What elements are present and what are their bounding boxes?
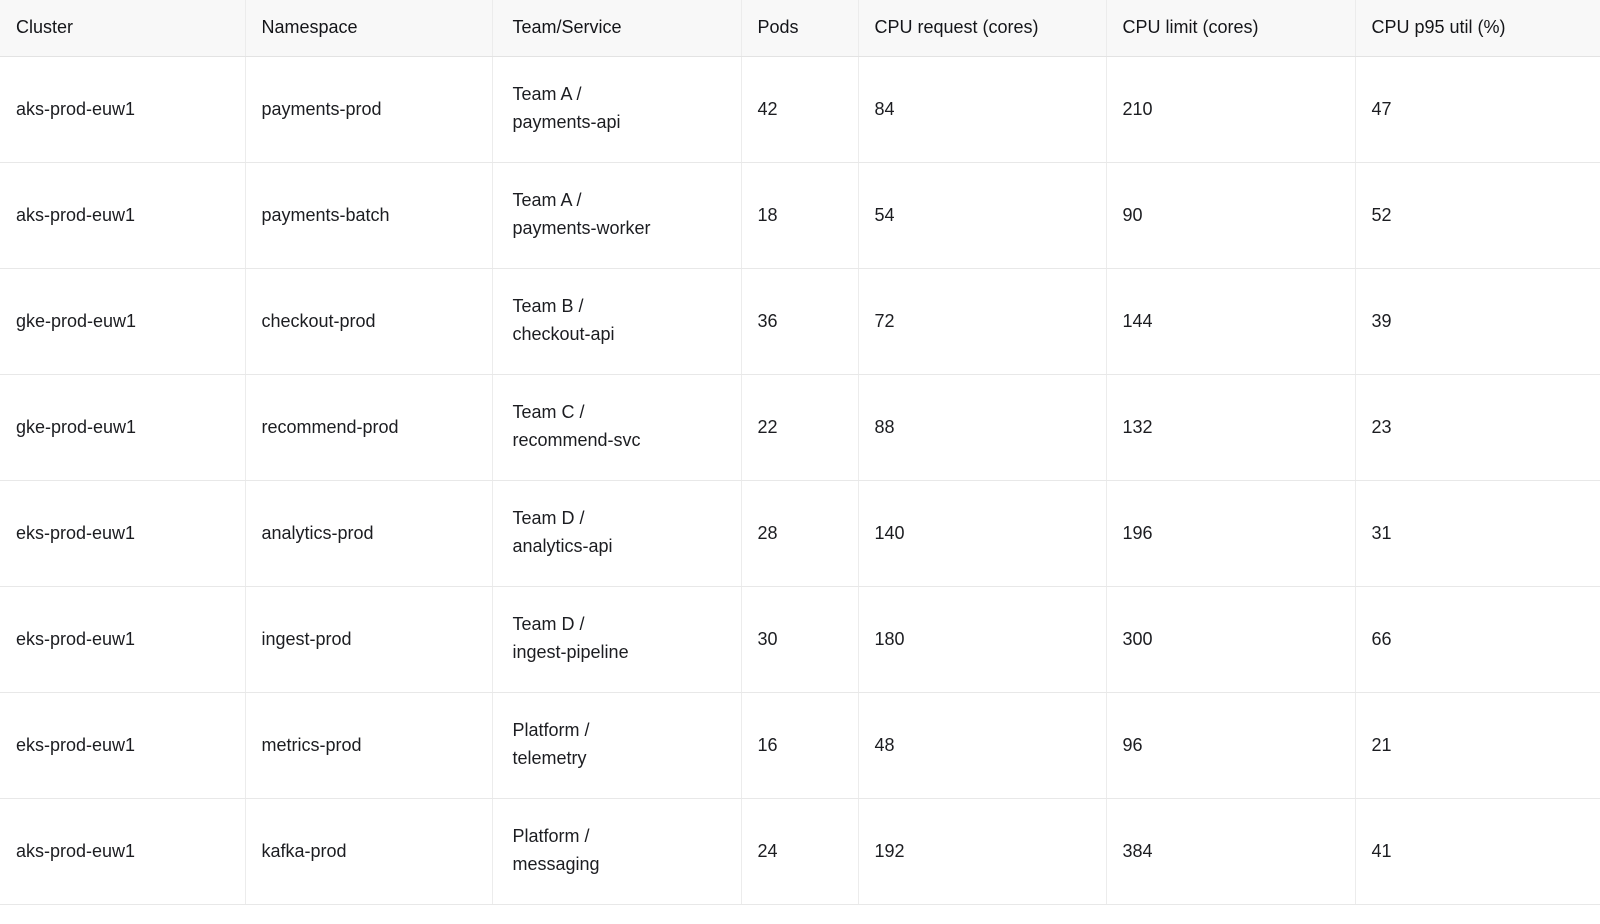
table-row: gke-prod-euw1 checkout-prod Team B / che… <box>0 268 1600 375</box>
cell-cpu-p95-util: 66 <box>1355 586 1600 693</box>
column-header-cluster: Cluster <box>0 0 246 57</box>
cell-team-service: Team C / recommend-svc <box>492 374 742 481</box>
cell-cpu-request: 84 <box>858 56 1107 163</box>
cell-pods: 42 <box>741 56 859 163</box>
cell-cluster: gke-prod-euw1 <box>0 374 246 481</box>
cell-cpu-limit: 90 <box>1106 162 1356 269</box>
table-row: eks-prod-euw1 metrics-prod Platform / te… <box>0 692 1600 799</box>
cell-cpu-p95-util: 23 <box>1355 374 1600 481</box>
cell-cpu-limit: 132 <box>1106 374 1356 481</box>
cell-cpu-p95-util: 39 <box>1355 268 1600 375</box>
cell-cluster: eks-prod-euw1 <box>0 480 246 587</box>
cell-cpu-limit: 144 <box>1106 268 1356 375</box>
table-row: gke-prod-euw1 recommend-prod Team C / re… <box>0 374 1600 481</box>
cell-team-service: Platform / messaging <box>492 798 742 905</box>
cell-team-service: Team B / checkout-api <box>492 268 742 375</box>
cell-cpu-limit: 196 <box>1106 480 1356 587</box>
cell-cpu-p95-util: 41 <box>1355 798 1600 905</box>
cluster-workload-table: Cluster Namespace Team/Service Pods CPU … <box>0 0 1600 905</box>
cell-cluster: aks-prod-euw1 <box>0 162 246 269</box>
cell-team-service: Team D / analytics-api <box>492 480 742 587</box>
table-row: aks-prod-euw1 payments-prod Team A / pay… <box>0 56 1600 163</box>
column-header-cpu-p95-util: CPU p95 util (%) <box>1355 0 1600 57</box>
cell-cpu-limit: 300 <box>1106 586 1356 693</box>
cell-namespace: ingest-prod <box>245 586 493 693</box>
cell-pods: 18 <box>741 162 859 269</box>
cell-cpu-limit: 96 <box>1106 692 1356 799</box>
cell-team-service: Team A / payments-api <box>492 56 742 163</box>
column-header-cpu-request: CPU request (cores) <box>858 0 1107 57</box>
table-row: aks-prod-euw1 kafka-prod Platform / mess… <box>0 798 1600 905</box>
cell-cpu-limit: 384 <box>1106 798 1356 905</box>
cell-cpu-request: 180 <box>858 586 1107 693</box>
cell-cluster: eks-prod-euw1 <box>0 586 246 693</box>
cell-cpu-request: 88 <box>858 374 1107 481</box>
cell-namespace: payments-prod <box>245 56 493 163</box>
table-row: eks-prod-euw1 ingest-prod Team D / inges… <box>0 586 1600 693</box>
cell-cpu-request: 48 <box>858 692 1107 799</box>
table-row: eks-prod-euw1 analytics-prod Team D / an… <box>0 480 1600 587</box>
cell-namespace: checkout-prod <box>245 268 493 375</box>
cell-namespace: analytics-prod <box>245 480 493 587</box>
cell-cluster: eks-prod-euw1 <box>0 692 246 799</box>
cell-pods: 30 <box>741 586 859 693</box>
cell-namespace: payments-batch <box>245 162 493 269</box>
cell-cpu-p95-util: 47 <box>1355 56 1600 163</box>
cell-cluster: aks-prod-euw1 <box>0 798 246 905</box>
cell-cpu-p95-util: 31 <box>1355 480 1600 587</box>
cell-cpu-request: 54 <box>858 162 1107 269</box>
header-row: Cluster Namespace Team/Service Pods CPU … <box>0 0 1600 57</box>
cell-cpu-limit: 210 <box>1106 56 1356 163</box>
cell-pods: 28 <box>741 480 859 587</box>
cell-namespace: metrics-prod <box>245 692 493 799</box>
cell-cpu-request: 140 <box>858 480 1107 587</box>
table-header: Cluster Namespace Team/Service Pods CPU … <box>0 0 1600 57</box>
column-header-cpu-limit: CPU limit (cores) <box>1106 0 1356 57</box>
cell-cpu-p95-util: 21 <box>1355 692 1600 799</box>
column-header-team-service: Team/Service <box>492 0 742 57</box>
cell-team-service: Team A / payments-worker <box>492 162 742 269</box>
cell-pods: 16 <box>741 692 859 799</box>
cell-cpu-p95-util: 52 <box>1355 162 1600 269</box>
column-header-pods: Pods <box>741 0 859 57</box>
cell-cpu-request: 72 <box>858 268 1107 375</box>
cell-team-service: Team D / ingest-pipeline <box>492 586 742 693</box>
cell-cluster: aks-prod-euw1 <box>0 56 246 163</box>
cell-pods: 24 <box>741 798 859 905</box>
table-body: aks-prod-euw1 payments-prod Team A / pay… <box>0 56 1600 905</box>
table-row: aks-prod-euw1 payments-batch Team A / pa… <box>0 162 1600 269</box>
cell-cpu-request: 192 <box>858 798 1107 905</box>
cell-cluster: gke-prod-euw1 <box>0 268 246 375</box>
cell-namespace: recommend-prod <box>245 374 493 481</box>
cell-team-service: Platform / telemetry <box>492 692 742 799</box>
cell-pods: 22 <box>741 374 859 481</box>
cell-pods: 36 <box>741 268 859 375</box>
column-header-namespace: Namespace <box>245 0 493 57</box>
cell-namespace: kafka-prod <box>245 798 493 905</box>
